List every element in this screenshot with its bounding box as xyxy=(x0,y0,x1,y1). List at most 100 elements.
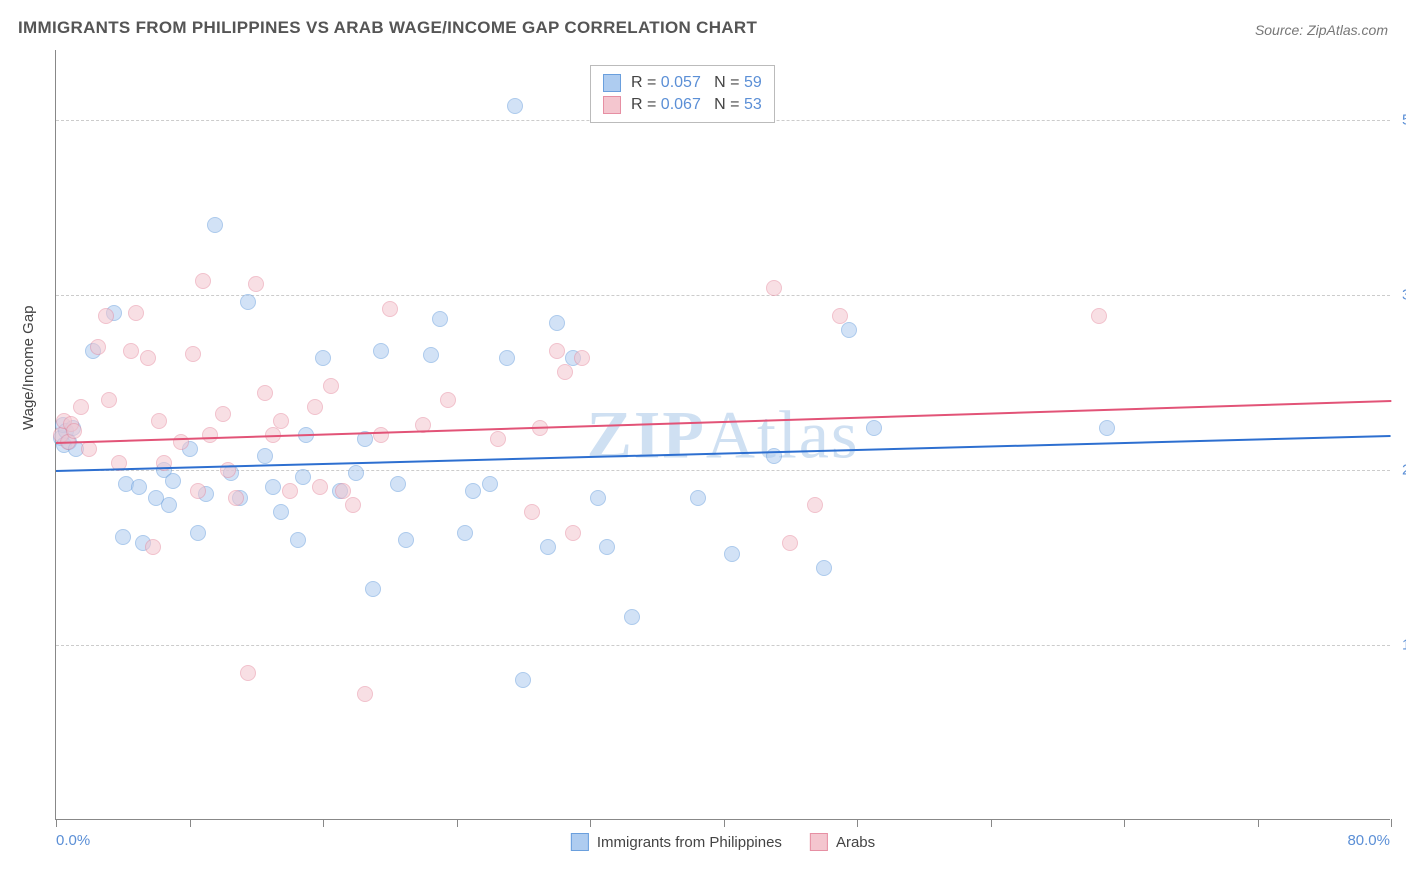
scatter-point xyxy=(373,427,389,443)
legend-swatch xyxy=(603,96,621,114)
scatter-point xyxy=(273,413,289,429)
scatter-point xyxy=(323,378,339,394)
scatter-point xyxy=(549,343,565,359)
scatter-point xyxy=(295,469,311,485)
scatter-point xyxy=(1091,308,1107,324)
x-tick xyxy=(1391,819,1392,827)
legend-stats: R = 0.057 N = 59 xyxy=(631,74,762,92)
scatter-point xyxy=(248,276,264,292)
scatter-point xyxy=(315,350,331,366)
legend-label: Immigrants from Philippines xyxy=(597,834,782,851)
scatter-point xyxy=(335,483,351,499)
gridline xyxy=(56,470,1390,471)
scatter-point xyxy=(432,311,448,327)
series-legend: Immigrants from Philippines Arabs xyxy=(571,833,875,851)
scatter-point xyxy=(240,294,256,310)
scatter-point xyxy=(549,315,565,331)
scatter-point xyxy=(482,476,498,492)
scatter-point xyxy=(624,609,640,625)
scatter-point xyxy=(115,529,131,545)
chart-title: IMMIGRANTS FROM PHILIPPINES VS ARAB WAGE… xyxy=(18,18,757,38)
x-tick xyxy=(1258,819,1259,827)
x-tick xyxy=(1124,819,1125,827)
scatter-point xyxy=(151,413,167,429)
scatter-point xyxy=(832,308,848,324)
scatter-point xyxy=(128,305,144,321)
scatter-point xyxy=(257,448,273,464)
scatter-point xyxy=(574,350,590,366)
legend-swatch xyxy=(571,833,589,851)
scatter-point xyxy=(228,490,244,506)
scatter-point xyxy=(81,441,97,457)
scatter-point xyxy=(440,392,456,408)
x-tick xyxy=(991,819,992,827)
scatter-point xyxy=(515,672,531,688)
scatter-point xyxy=(265,479,281,495)
scatter-point xyxy=(195,273,211,289)
legend-item: Arabs xyxy=(810,833,875,851)
scatter-point xyxy=(457,525,473,541)
scatter-point xyxy=(866,420,882,436)
y-axis-label: Wage/Income Gap xyxy=(20,305,37,430)
scatter-point xyxy=(724,546,740,562)
y-tick-label: 12.5% xyxy=(1394,637,1406,654)
scatter-point xyxy=(240,665,256,681)
scatter-point xyxy=(145,539,161,555)
scatter-point xyxy=(766,280,782,296)
correlation-legend: R = 0.057 N = 59 R = 0.067 N = 53 xyxy=(590,65,775,123)
scatter-point xyxy=(173,434,189,450)
gridline xyxy=(56,645,1390,646)
legend-item: Immigrants from Philippines xyxy=(571,833,782,851)
scatter-point xyxy=(165,473,181,489)
scatter-point xyxy=(348,465,364,481)
scatter-point xyxy=(423,347,439,363)
scatter-point xyxy=(816,560,832,576)
scatter-point xyxy=(590,490,606,506)
y-tick-label: 37.5% xyxy=(1394,287,1406,304)
scatter-point xyxy=(490,431,506,447)
x-min-label: 0.0% xyxy=(56,832,90,849)
scatter-point xyxy=(290,532,306,548)
scatter-point xyxy=(373,343,389,359)
scatter-point xyxy=(807,497,823,513)
scatter-point xyxy=(499,350,515,366)
scatter-point xyxy=(382,301,398,317)
x-tick xyxy=(724,819,725,827)
legend-row: R = 0.057 N = 59 xyxy=(603,72,762,94)
x-tick xyxy=(857,819,858,827)
scatter-point xyxy=(357,686,373,702)
scatter-point xyxy=(282,483,298,499)
trend-line xyxy=(56,400,1391,444)
x-max-label: 80.0% xyxy=(1347,832,1390,849)
gridline xyxy=(56,295,1390,296)
scatter-point xyxy=(101,392,117,408)
scatter-point xyxy=(690,490,706,506)
scatter-point xyxy=(98,308,114,324)
x-tick xyxy=(590,819,591,827)
scatter-point xyxy=(273,504,289,520)
legend-stats: R = 0.067 N = 53 xyxy=(631,96,762,114)
scatter-point xyxy=(524,504,540,520)
scatter-point xyxy=(557,364,573,380)
source-attribution: Source: ZipAtlas.com xyxy=(1255,22,1388,38)
scatter-point xyxy=(507,98,523,114)
scatter-point xyxy=(841,322,857,338)
scatter-point xyxy=(312,479,328,495)
x-tick xyxy=(56,819,57,827)
scatter-point xyxy=(215,406,231,422)
scatter-point xyxy=(202,427,218,443)
scatter-point xyxy=(161,497,177,513)
legend-label: Arabs xyxy=(836,834,875,851)
y-tick-label: 50.0% xyxy=(1394,112,1406,129)
scatter-point xyxy=(398,532,414,548)
scatter-point xyxy=(1099,420,1115,436)
scatter-point xyxy=(73,399,89,415)
scatter-point xyxy=(131,479,147,495)
scatter-point xyxy=(465,483,481,499)
scatter-point xyxy=(599,539,615,555)
scatter-point xyxy=(365,581,381,597)
scatter-point xyxy=(390,476,406,492)
scatter-point xyxy=(257,385,273,401)
scatter-point xyxy=(207,217,223,233)
legend-row: R = 0.067 N = 53 xyxy=(603,94,762,116)
